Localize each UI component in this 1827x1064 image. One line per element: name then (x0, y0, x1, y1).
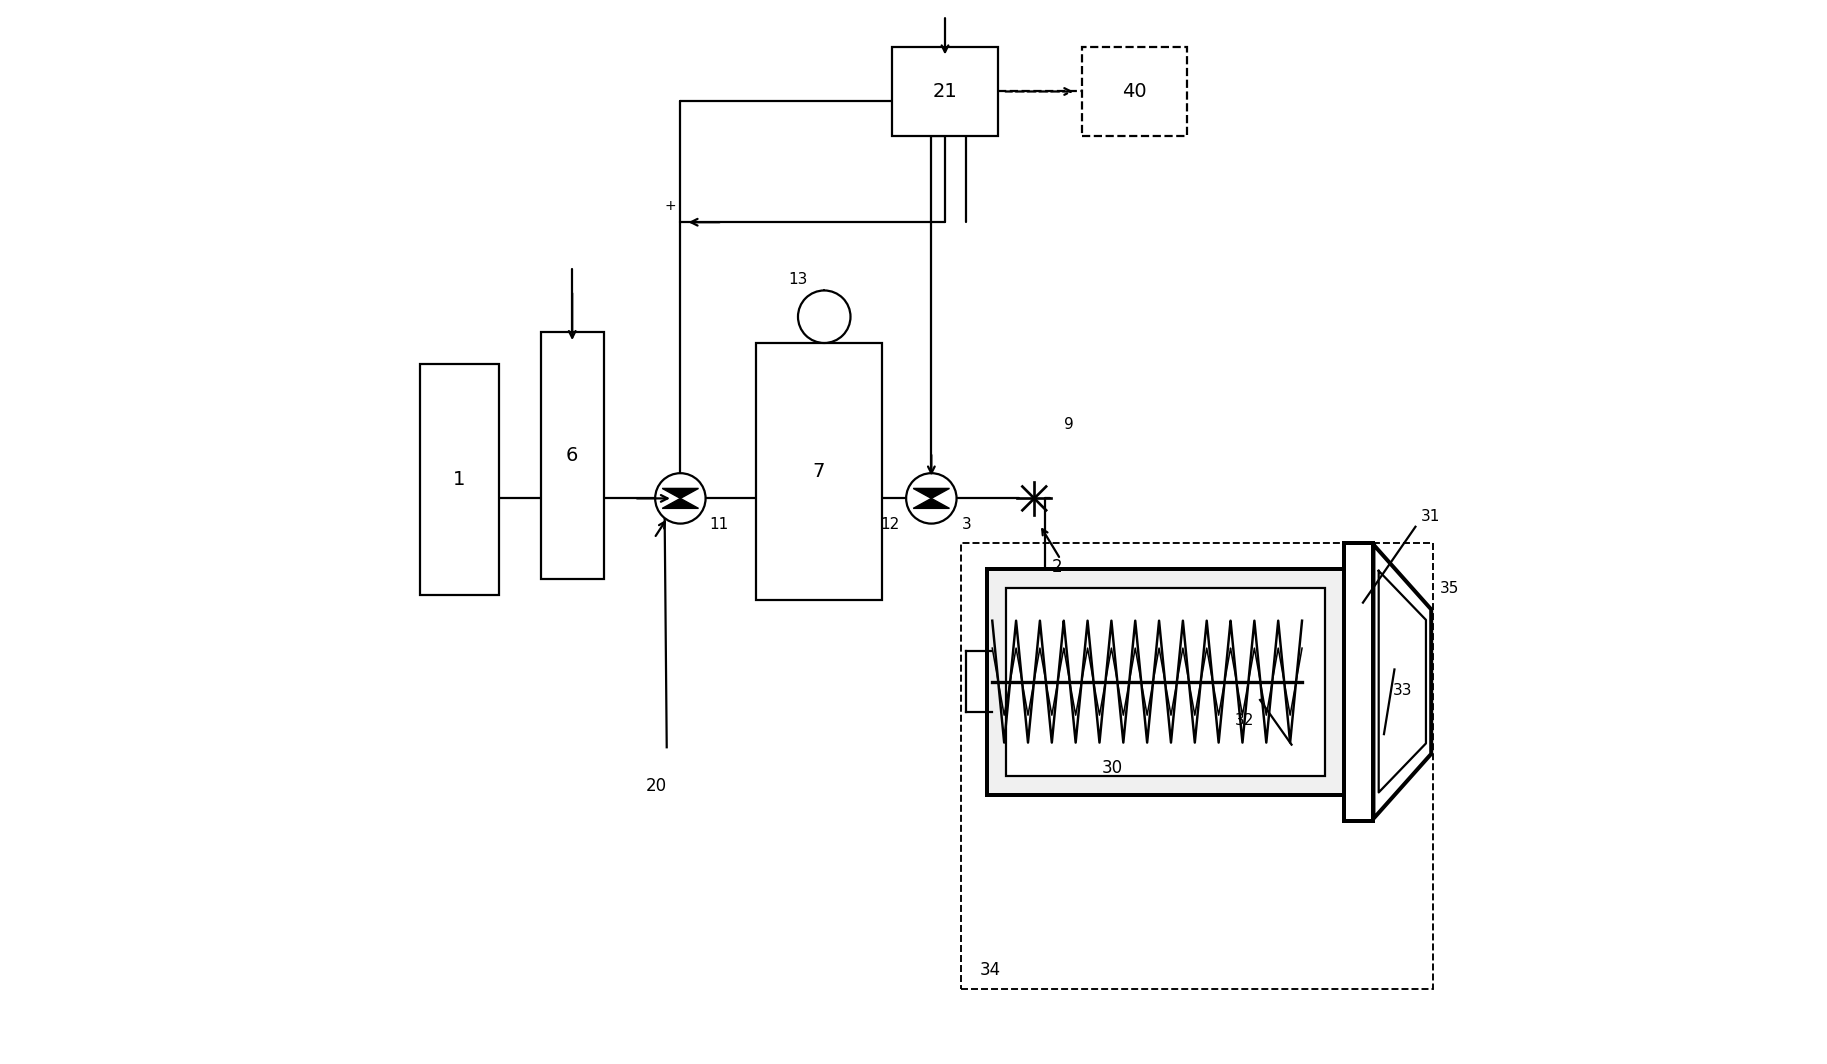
Bar (1007, 587, 1325, 776)
Text: 20: 20 (645, 777, 667, 795)
Text: 9: 9 (1063, 417, 1074, 432)
Text: 33: 33 (1394, 683, 1412, 698)
Text: 30: 30 (1102, 760, 1122, 778)
Polygon shape (914, 488, 950, 498)
Text: +: + (663, 199, 676, 214)
Bar (756, 343, 882, 600)
Text: 2: 2 (1052, 558, 1063, 576)
Text: 3: 3 (963, 517, 972, 532)
Polygon shape (1379, 571, 1425, 793)
Polygon shape (661, 498, 698, 509)
Bar (420, 364, 499, 595)
Text: 40: 40 (1122, 82, 1146, 101)
Circle shape (798, 290, 851, 343)
Polygon shape (1374, 545, 1431, 818)
Text: 35: 35 (1440, 581, 1460, 596)
Bar (1082, 47, 1186, 136)
Circle shape (656, 473, 705, 523)
Bar (893, 47, 998, 136)
Text: 6: 6 (566, 447, 579, 465)
Text: 11: 11 (709, 517, 729, 532)
Bar (541, 332, 603, 579)
Text: 13: 13 (787, 272, 808, 287)
Text: 21: 21 (932, 82, 957, 101)
Text: 32: 32 (1235, 714, 1253, 729)
Bar (1345, 543, 1374, 820)
Polygon shape (661, 488, 698, 498)
Bar (987, 569, 1345, 795)
Text: 34: 34 (979, 961, 1001, 979)
Circle shape (906, 473, 957, 523)
Text: 1: 1 (453, 470, 466, 489)
Polygon shape (914, 498, 950, 509)
Text: 7: 7 (813, 462, 826, 481)
Text: 12: 12 (881, 517, 901, 532)
Bar (961, 543, 1434, 988)
Text: 31: 31 (1421, 509, 1440, 523)
